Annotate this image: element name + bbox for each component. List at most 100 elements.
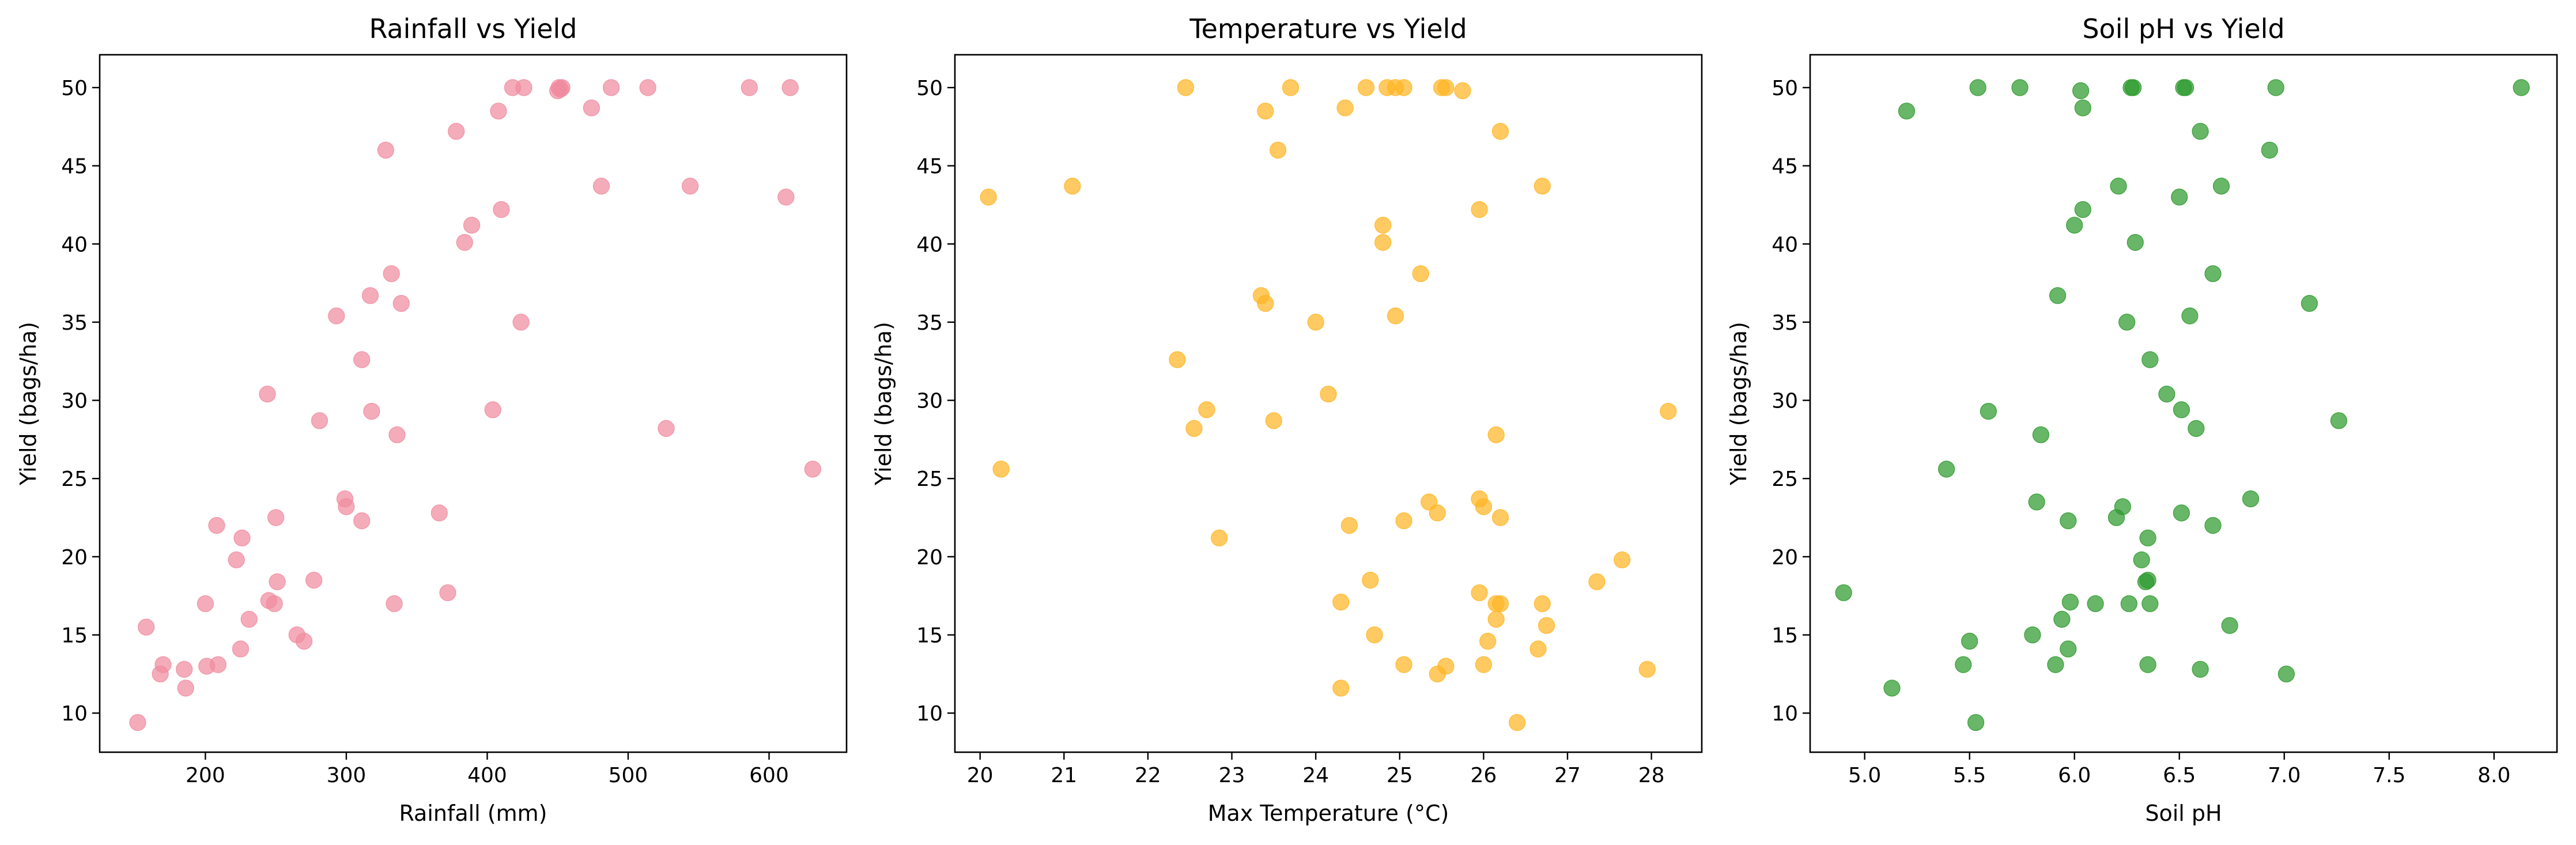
data-point	[2188, 420, 2205, 437]
soil-ph-chart-title: Soil pH vs Yield	[2082, 13, 2284, 44]
data-point	[1491, 509, 1509, 526]
data-point	[639, 79, 656, 96]
data-point	[1374, 234, 1392, 251]
data-point	[1332, 680, 1350, 697]
data-point	[2133, 551, 2150, 568]
data-point	[138, 618, 155, 636]
x-tick-label: 24	[1302, 764, 1329, 787]
y-tick-label: 40	[916, 233, 943, 256]
data-point	[1257, 103, 1274, 120]
y-tick-label: 30	[916, 390, 943, 413]
data-point	[1487, 610, 1505, 628]
data-point	[463, 217, 481, 234]
y-tick-label: 30	[1772, 390, 1798, 413]
y-tick-label: 35	[916, 311, 943, 335]
data-point	[583, 99, 600, 116]
data-point	[388, 426, 406, 443]
soil-ph-y-axis-label: Yield (bags/ha)	[1726, 322, 1751, 486]
data-point	[386, 595, 403, 612]
data-point	[328, 307, 345, 325]
data-point	[1357, 79, 1375, 96]
data-point	[2139, 656, 2156, 673]
data-point	[2072, 82, 2090, 99]
data-point	[2267, 79, 2284, 96]
data-point	[1177, 79, 1194, 96]
data-point	[2141, 351, 2159, 368]
data-point	[592, 178, 610, 195]
data-point	[2028, 493, 2045, 511]
x-tick-label: 7.0	[2268, 764, 2301, 787]
data-point	[353, 512, 371, 530]
data-point	[1265, 412, 1282, 429]
data-point	[2049, 287, 2067, 304]
temperature-x-axis-label: Max Temperature (°C)	[1208, 801, 1449, 826]
data-point	[363, 402, 380, 420]
y-tick-label: 40	[61, 233, 88, 256]
data-point	[209, 656, 226, 673]
data-point	[377, 141, 395, 159]
data-point	[353, 351, 371, 368]
data-point	[240, 610, 258, 628]
data-point	[2212, 178, 2230, 195]
y-tick-label: 50	[916, 77, 943, 100]
y-tick-label: 45	[916, 155, 943, 179]
data-point	[197, 595, 214, 612]
data-point	[456, 234, 473, 251]
data-point	[1614, 551, 1631, 568]
x-tick-label: 600	[749, 764, 789, 787]
data-point	[1533, 595, 1551, 612]
rainfall-x-axis: 200 300 400 500 600	[186, 752, 789, 787]
data-point	[1169, 351, 1186, 368]
data-point	[1366, 626, 1383, 644]
data-point	[1533, 178, 1551, 195]
data-point	[208, 516, 225, 534]
data-point	[2060, 512, 2077, 530]
data-point	[777, 188, 795, 206]
data-point	[129, 714, 146, 731]
data-point	[515, 79, 532, 96]
y-tick-label: 30	[61, 390, 88, 413]
x-tick-label: 5.0	[1848, 764, 1881, 787]
data-point	[1454, 82, 1471, 99]
data-point	[2110, 178, 2127, 195]
x-tick-label: 400	[467, 764, 507, 787]
data-point	[781, 79, 799, 96]
data-point	[1938, 461, 1955, 478]
temperature-plot-area	[954, 54, 1703, 753]
soil-ph-plot-area	[1809, 54, 2558, 753]
soil-ph-markers	[1835, 79, 2530, 731]
data-point	[1282, 79, 1300, 96]
data-point	[1487, 426, 1505, 443]
data-point	[1969, 79, 1986, 96]
data-point	[2139, 571, 2156, 589]
data-point	[1471, 584, 1488, 601]
y-tick-label: 40	[1772, 233, 1798, 256]
x-tick-label: 21	[1051, 764, 1077, 787]
rainfall-markers	[129, 79, 821, 731]
data-point	[1509, 714, 1526, 731]
x-tick-label: 300	[327, 764, 367, 787]
x-tick-label: 25	[1387, 764, 1413, 787]
rainfall-plot-area	[99, 54, 848, 753]
temperature-markers	[980, 79, 1677, 731]
data-point	[2173, 504, 2190, 522]
data-point	[2242, 490, 2260, 508]
soil-ph-x-axis-label: Soil pH	[2145, 801, 2222, 826]
data-point	[2141, 595, 2159, 612]
rainfall-y-axis: 10 15 20 25 30 35 40 45 50	[61, 77, 100, 726]
data-point	[228, 551, 245, 568]
data-point	[484, 401, 501, 418]
data-point	[267, 509, 285, 526]
y-tick-label: 25	[1772, 467, 1798, 491]
rainfall-chart-title: Rainfall vs Yield	[369, 13, 577, 44]
data-point	[1479, 632, 1497, 650]
data-point	[681, 178, 699, 195]
data-point	[1491, 123, 1509, 140]
data-point	[992, 461, 1010, 478]
temperature-y-axis-label: Yield (bags/ha)	[871, 322, 896, 486]
y-tick-label: 20	[61, 546, 88, 569]
data-point	[233, 529, 251, 546]
data-point	[2204, 516, 2222, 534]
data-point	[1529, 640, 1547, 658]
